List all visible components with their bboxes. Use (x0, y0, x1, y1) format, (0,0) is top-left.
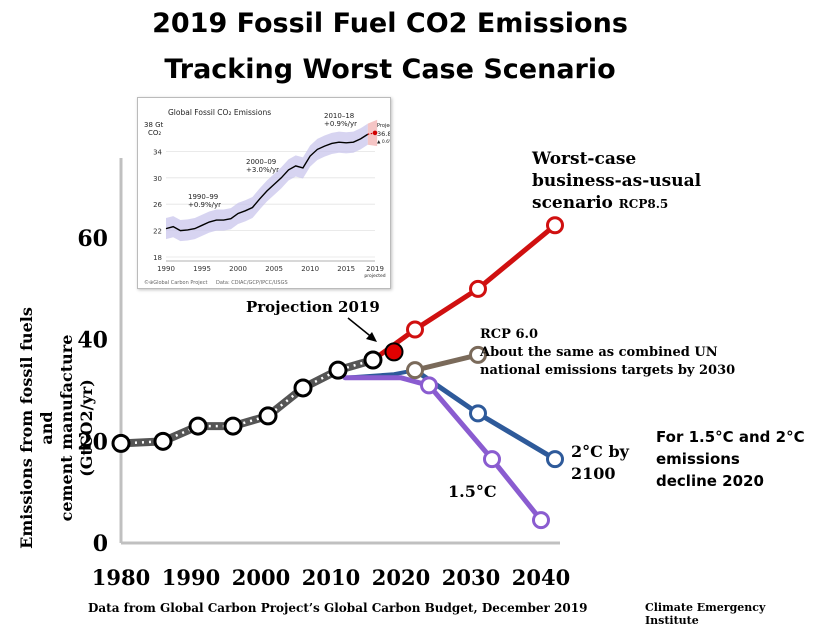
inset-rate-1990: +0.9%/yr (188, 201, 221, 209)
history-point (188, 416, 208, 436)
y-tick-label: 40 (77, 328, 108, 354)
chart-title-line2: Tracking Worst Case Scenario (164, 54, 616, 85)
inset-unit-1: 38 Gt (144, 121, 164, 129)
annotation-two-degrees: 2°C by 2100 (571, 441, 629, 485)
history-point (153, 431, 173, 451)
x-tick-label: 2030 (442, 565, 500, 590)
x-tick-label: 2040 (512, 565, 570, 590)
history-point (223, 416, 243, 436)
history-point (363, 350, 383, 370)
x-tick-label: 1980 (92, 565, 150, 590)
two-deg-line1: 2°C by (571, 442, 629, 461)
inset-proj-label-2: 36.8 Gt CO₂ (377, 130, 390, 138)
inset-svg: 18 22 26 30 34 1990 1995 2000 2005 2010 2015 2019 Gl… (144, 108, 390, 286)
history-point (328, 360, 348, 380)
series-point-worst (546, 216, 564, 235)
inset-x-tick: 2015 (337, 265, 355, 273)
series-point-rcp60 (469, 345, 487, 364)
inset-emissions-line (165, 133, 369, 232)
series-line-one5-trunk (342, 375, 432, 388)
two-deg-line2: 2100 (571, 464, 616, 483)
x-tick-label: 2000 (232, 565, 290, 590)
series-point-rcp60 (406, 361, 424, 380)
inset-label-1990: 1990–99 (188, 193, 218, 201)
series-point-one5 (532, 511, 550, 530)
inset-uncertainty-band (166, 123, 368, 242)
x-tick-label: 2020 (372, 565, 430, 590)
inset-label-2000: 2000–09 (246, 158, 276, 166)
note-line1: For 1.5°C and 2°C (656, 428, 805, 446)
inset-x-tick: 1990 (157, 265, 175, 273)
annotation-projection: Projection 2019 (246, 298, 380, 316)
rcp60-line2: About the same as combined UN (480, 345, 718, 360)
series-point-two_deg (469, 404, 487, 423)
worst-case-line3: scenario RCP8.5 (532, 192, 701, 215)
series-point-one5 (420, 376, 438, 395)
x-tick-label: 2010 (302, 565, 360, 590)
series-point-two_deg (546, 450, 564, 469)
history-point (111, 433, 131, 453)
annotation-rcp60: RCP 6.0 About the same as combined UN na… (480, 326, 735, 380)
footer-credit: Climate Emergency Institute (645, 601, 766, 627)
inset-y-tick: 26 (153, 201, 162, 209)
inset-unit-2: CO₂ (148, 129, 161, 137)
inset-y-tick: 18 (153, 254, 162, 262)
inset-projection-band (367, 119, 378, 147)
inset-x-tick: 2019 (366, 265, 384, 273)
series-point-worst (469, 279, 487, 298)
series-point-worst (406, 320, 424, 339)
chart-title-line1: 2019 Fossil Fuel CO2 Emissions (152, 8, 628, 39)
y-tick-label: 0 (93, 531, 108, 557)
inset-x-tick: 1995 (193, 265, 211, 273)
inset-projected-label: projected (364, 273, 385, 279)
x-tick-label: 1990 (162, 565, 220, 590)
rcp85-label: RCP8.5 (618, 197, 669, 211)
inset-proj-label-1: Projection 2019 (377, 123, 390, 129)
history-point (293, 378, 313, 398)
note-line3: decline 2020 (656, 472, 764, 490)
series-line-rcp60 (412, 352, 481, 373)
series-point-one5 (483, 450, 501, 469)
inset-x-tick: 2000 (229, 265, 247, 273)
y-tick-label: 20 (77, 429, 108, 455)
footer-source: Data from Global Carbon Project’s Global… (88, 601, 588, 615)
inset-rate-2010: +0.9%/yr (324, 120, 357, 128)
inset-y-tick: 30 (153, 175, 162, 183)
projection-point (384, 342, 404, 362)
annotation-decline-note: For 1.5°C and 2°C emissions decline 2020 (656, 426, 805, 492)
inset-credit-left: ©⊕Global Carbon Project (144, 279, 207, 286)
history-point (258, 406, 278, 426)
worst-case-line2: business-as-usual (532, 171, 702, 191)
inset-proj-label-3: ▲ 0.6% (-0.2%–1.5%) (377, 139, 390, 145)
inset-x-tick: 2005 (265, 265, 283, 273)
series-line-history-dots (120, 358, 374, 445)
inset-credit-right: Data: CDIAC/GCP/IPCC/USGS (216, 280, 288, 286)
inset-projection-point (372, 130, 378, 136)
inset-rate-2000: +3.0%/yr (246, 166, 279, 174)
inset-y-tick: 34 (153, 148, 162, 156)
projection-arrowhead (366, 332, 377, 342)
worst-case-scenario: scenario (532, 193, 613, 213)
annotation-worst-case: Worst-case business-as-usual scenario RC… (532, 148, 701, 215)
inset-y-tick: 22 (153, 228, 162, 236)
y-tick-label: 60 (77, 226, 108, 252)
annotation-one-five: 1.5°C (448, 482, 497, 501)
worst-case-line1: Worst-case (532, 149, 637, 169)
rcp60-line1: RCP 6.0 (480, 327, 539, 342)
note-line2: emissions (656, 450, 740, 468)
inset-title: Global Fossil CO₂ Emissions (168, 108, 271, 117)
rcp60-line3: national emissions targets by 2030 (480, 363, 736, 378)
inset-chart: 18 22 26 30 34 1990 1995 2000 2005 2010 2015 2019 Gl… (137, 97, 391, 289)
inset-label-2010: 2010–18 (324, 112, 354, 120)
inset-x-tick: 2010 (301, 265, 319, 273)
